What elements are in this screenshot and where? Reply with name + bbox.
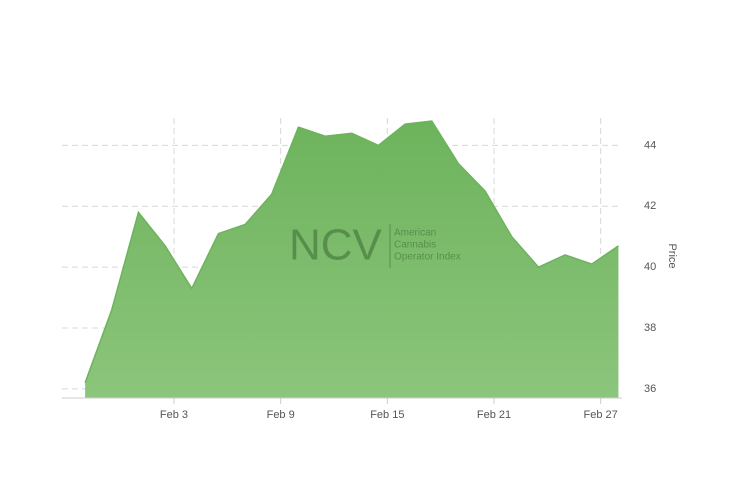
y-tick-label: 40 [644,261,656,273]
area-line [84,120,619,384]
watermark-text: American [394,228,436,239]
watermark-logo: NCV [289,221,383,270]
watermark-text: Operator Index [394,252,461,263]
watermark-text: Cannabis [394,240,436,251]
x-tick-label: Feb 27 [584,409,618,421]
x-tick-label: Feb 21 [477,409,511,421]
y-tick-label: 36 [644,383,656,395]
x-tick-label: Feb 9 [267,409,295,421]
x-tick-label: Feb 3 [160,409,188,421]
area-fill [85,121,619,398]
watermark: NCV American Cannabis Operator Index [289,221,461,270]
area-layer [84,120,619,398]
y-axis-label: Price [666,243,678,268]
y-tick-label: 42 [644,200,656,212]
y-tick-label: 38 [644,322,656,334]
y-tick-label: 44 [644,139,656,151]
x-tick-label: Feb 15 [370,409,404,421]
